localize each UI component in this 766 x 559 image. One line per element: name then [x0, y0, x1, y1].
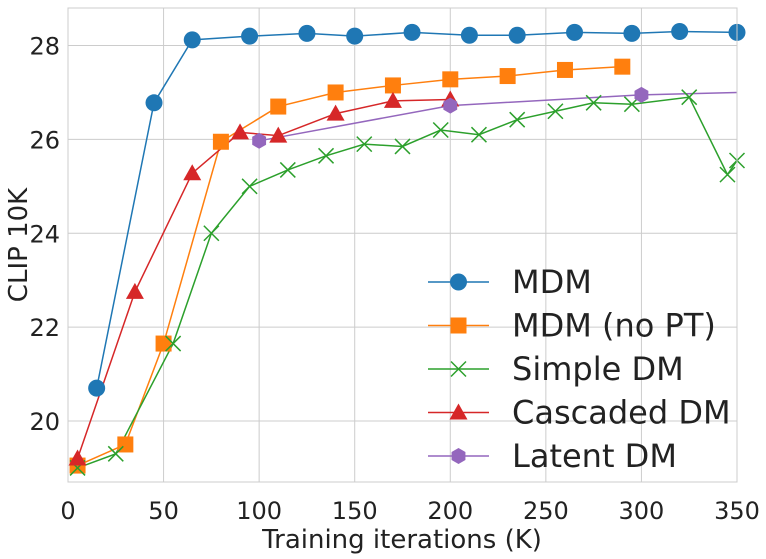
legend-label: MDM (no PT): [512, 307, 716, 345]
data-point-simple-dm: [470, 126, 487, 143]
data-point-mdm-no-pt: [212, 133, 229, 150]
data-point-simple-dm: [107, 445, 124, 462]
data-point-mdm-no-pt: [155, 335, 172, 352]
data-point-cascaded-dm: [326, 104, 345, 121]
data-point-cascaded-dm: [183, 164, 202, 181]
legend-label: MDM: [512, 263, 592, 301]
x-tick-label: 150: [332, 497, 378, 525]
data-point-mdm: [241, 27, 259, 45]
legend-entry-latent-dm: Latent DM: [428, 437, 677, 475]
data-point-cascaded-dm: [68, 449, 87, 466]
legend-label: Cascaded DM: [512, 394, 731, 432]
y-tick-label: 24: [29, 220, 60, 248]
data-point-mdm: [623, 24, 641, 42]
data-point-mdm: [183, 31, 201, 49]
series-line-cascaded-dm: [76, 98, 451, 459]
data-point-mdm-no-pt: [442, 71, 459, 88]
legend-entry-mdm: MDM: [428, 263, 592, 301]
data-point-simple-dm: [547, 103, 564, 120]
legend-marker: [450, 273, 467, 291]
grid-lines: [67, 8, 738, 482]
data-point-simple-dm: [394, 138, 411, 155]
y-tick-label: 20: [29, 408, 60, 436]
legend-marker: [450, 317, 467, 334]
y-tick-label: 28: [29, 33, 60, 61]
data-point-latent-dm: [443, 97, 458, 114]
data-point-mdm-no-pt: [556, 61, 573, 78]
data-point-mdm: [88, 379, 106, 397]
data-point-simple-dm: [681, 89, 698, 106]
legend-marker: [450, 360, 467, 378]
data-point-simple-dm: [318, 147, 335, 164]
data-point-mdm: [566, 23, 584, 41]
data-point-mdm: [671, 22, 689, 40]
data-point-simple-dm: [356, 136, 373, 153]
legend-marker: [449, 403, 468, 420]
data-point-mdm-no-pt: [270, 98, 287, 115]
data-point-simple-dm: [719, 166, 736, 183]
data-point-simple-dm: [165, 335, 182, 352]
data-point-latent-dm: [252, 132, 267, 149]
x-tick-label: 0: [60, 497, 75, 525]
legend-label: Latent DM: [512, 437, 677, 475]
y-tick-label: 26: [29, 126, 60, 154]
data-point-mdm: [145, 94, 163, 112]
x-tick-label: 200: [427, 497, 473, 525]
data-point-mdm: [298, 24, 316, 42]
legend-entry-simple-dm: Simple DM: [428, 350, 684, 388]
x-tick-label: 350: [714, 497, 760, 525]
data-point-cascaded-dm: [383, 91, 402, 108]
data-point-mdm-no-pt: [499, 68, 516, 85]
x-tick-label: 50: [148, 497, 179, 525]
data-point-mdm-no-pt: [614, 58, 631, 75]
x-axis-label: Training iterations (K): [261, 525, 542, 555]
data-point-mdm: [508, 26, 526, 44]
y-axis-label: CLIP 10K: [4, 187, 34, 302]
y-tick-label: 22: [29, 314, 60, 342]
y-tick-labels: 20 22 24 26 28: [29, 33, 60, 436]
data-point-mdm: [460, 26, 478, 44]
series-markers: [68, 22, 746, 476]
legend-entry-cascaded-dm: Cascaded DM: [428, 394, 731, 432]
series-line-latent-dm: [259, 91, 738, 142]
data-point-simple-dm: [241, 178, 258, 195]
data-point-simple-dm: [585, 94, 602, 111]
series-line-simple-dm: [77, 96, 738, 469]
data-point-mdm: [403, 23, 421, 41]
x-tick-label: 250: [523, 497, 569, 525]
x-tick-labels: 0 50 100 150 200 250 300 350: [60, 497, 760, 525]
legend-label: Simple DM: [512, 350, 684, 388]
data-point-latent-dm: [634, 86, 649, 103]
data-point-mdm-no-pt: [327, 84, 344, 101]
data-point-mdm-no-pt: [384, 77, 401, 94]
plot-frame: [67, 7, 738, 483]
legend-entry-mdm-no-pt: MDM (no PT): [428, 307, 716, 345]
data-point-simple-dm: [203, 225, 220, 242]
data-point-cascaded-dm: [269, 126, 288, 143]
legend: MDM MDM (no PT) Simple DM Cascaded DM Latent…: [428, 263, 731, 475]
x-tick-label: 100: [236, 497, 282, 525]
x-tick-label: 300: [619, 497, 665, 525]
data-point-simple-dm: [432, 121, 449, 139]
data-point-mdm: [346, 27, 364, 45]
data-point-simple-dm: [279, 161, 296, 178]
data-point-cascaded-dm: [125, 282, 144, 299]
legend-marker: [451, 448, 466, 464]
data-point-simple-dm: [509, 111, 526, 128]
data-point-cascaded-dm: [231, 123, 250, 140]
